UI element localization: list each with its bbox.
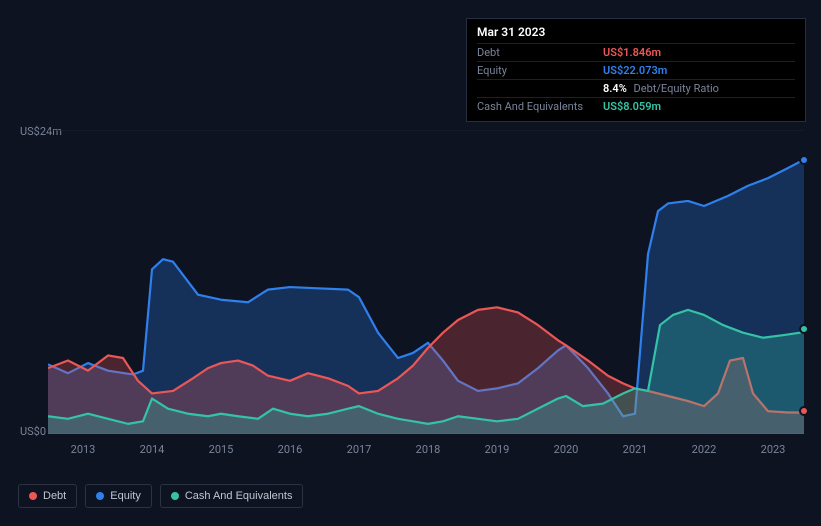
x-axis-tick: 2016 — [278, 443, 303, 456]
tooltip-value: US$1.846m — [603, 46, 661, 59]
x-axis-tick: 2022 — [692, 443, 717, 456]
legend-dot-icon — [171, 492, 179, 500]
legend-label: Equity — [110, 490, 141, 502]
x-axis-tick: 2020 — [554, 443, 579, 456]
x-axis: 2013 2014 2015 2016 2017 2018 2019 2020 2021 2022… — [48, 443, 804, 463]
series-end-marker — [799, 155, 809, 165]
x-axis-tick: 2014 — [140, 443, 165, 456]
tooltip-row-equity: Equity US$22.073m — [477, 61, 795, 79]
y-axis-label-zero: US$0 — [20, 425, 46, 438]
tooltip-label — [477, 82, 603, 95]
x-axis-tick: 2021 — [623, 443, 648, 456]
legend-item-debt[interactable]: Debt — [18, 484, 77, 508]
x-axis-tick: 2017 — [347, 443, 372, 456]
tooltip-value: US$8.059m — [603, 100, 661, 113]
tooltip-label: Debt — [477, 46, 603, 59]
chart-legend: Debt Equity Cash And Equivalents — [18, 484, 303, 508]
x-axis-tick: 2018 — [416, 443, 441, 456]
x-axis-tick: 2019 — [485, 443, 510, 456]
tooltip-value: US$22.073m — [603, 64, 667, 77]
legend-label: Debt — [43, 490, 66, 502]
tooltip-row-cash: Cash And Equivalents US$8.059m — [477, 97, 795, 115]
legend-item-equity[interactable]: Equity — [85, 484, 152, 508]
tooltip-suffix: Debt/Equity Ratio — [634, 82, 719, 95]
tooltip-label: Equity — [477, 64, 603, 77]
tooltip-value: 8.4% — [603, 82, 627, 95]
legend-label: Cash And Equivalents — [185, 490, 293, 502]
legend-dot-icon — [96, 492, 104, 500]
tooltip-date: Mar 31 2023 — [477, 25, 795, 39]
legend-dot-icon — [29, 492, 37, 500]
tooltip-label: Cash And Equivalents — [477, 100, 603, 113]
x-axis-tick: 2013 — [71, 443, 96, 456]
area-chart — [48, 130, 804, 434]
tooltip-row-debt: Debt US$1.846m — [477, 43, 795, 61]
series-end-marker — [799, 406, 809, 416]
series-end-marker — [799, 324, 809, 334]
hover-tooltip: Mar 31 2023 Debt US$1.846m Equity US$22.… — [466, 18, 806, 122]
x-axis-tick: 2015 — [209, 443, 234, 456]
x-axis-tick: 2023 — [761, 443, 786, 456]
tooltip-row-ratio: 8.4% Debt/Equity Ratio — [477, 79, 795, 97]
legend-item-cash[interactable]: Cash And Equivalents — [160, 484, 304, 508]
